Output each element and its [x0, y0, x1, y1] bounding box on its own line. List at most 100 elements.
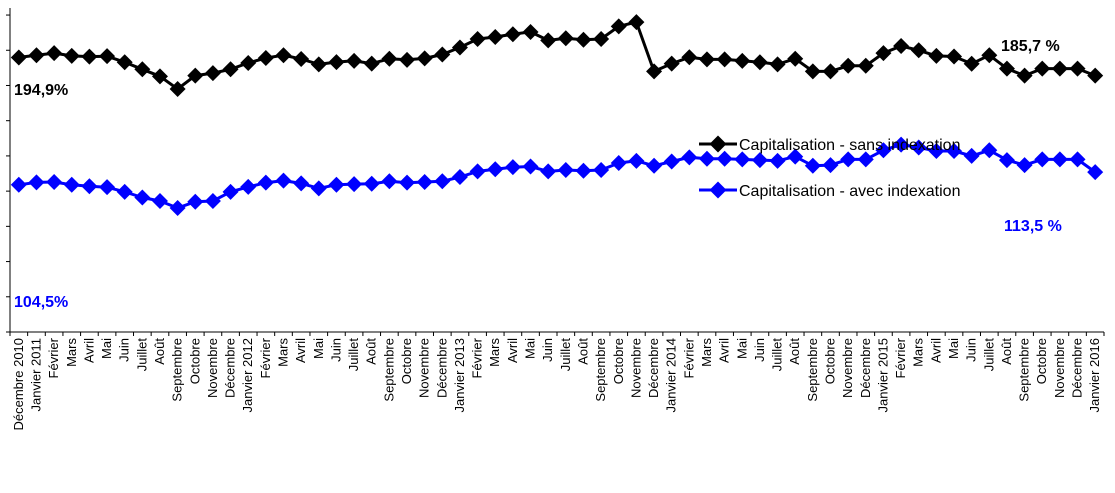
x-tick-label: Janvier 2015: [875, 338, 890, 412]
x-tick-label: Avril: [505, 338, 520, 363]
data-point: [487, 29, 504, 46]
data-point: [751, 152, 768, 169]
data-point: [46, 173, 63, 190]
legend-label-avec-indexation: Capitalisation - avec indexation: [739, 183, 960, 200]
data-point: [1087, 164, 1104, 181]
data-point: [504, 159, 521, 176]
data-point: [328, 176, 345, 193]
data-point: [293, 175, 310, 192]
data-point: [857, 151, 874, 168]
data-point: [610, 18, 627, 35]
x-tick-label: Mars: [64, 338, 79, 367]
data-point: [628, 14, 645, 31]
data-point: [81, 178, 98, 195]
legend: Capitalisation - sans indexation Capital…: [699, 135, 960, 200]
x-tick-label: Mars: [276, 338, 291, 367]
data-point: [787, 50, 804, 67]
data-point: [593, 162, 610, 178]
data-point: [946, 142, 963, 159]
data-point: [451, 169, 468, 186]
x-tick-label: Juillet: [558, 338, 573, 372]
data-point: [240, 178, 257, 195]
data-point: [504, 26, 521, 43]
x-tick-label: Juin: [964, 338, 979, 362]
annotations: 194,9% 185,7 % 104,5% 113,5 %: [14, 38, 1062, 311]
x-tick-label: Juin: [117, 338, 132, 362]
data-point: [63, 176, 80, 193]
data-point: [963, 55, 980, 72]
x-tick-labels: Décembre 2010 Janvier 2011 Février Mars Avri…: [11, 337, 1102, 430]
x-tick-label: Novembre: [1052, 338, 1067, 398]
x-tick-label: Décembre: [858, 338, 873, 398]
data-point: [928, 142, 945, 159]
data-point: [998, 152, 1015, 169]
data-point: [28, 174, 45, 191]
x-tick-label: Janvier 2012: [240, 338, 255, 412]
data-point: [928, 47, 945, 64]
data-point: [575, 162, 592, 179]
x-tick-label: Novembre: [205, 338, 220, 398]
data-point: [151, 192, 168, 209]
data-point: [593, 30, 610, 47]
data-point: [10, 49, 27, 66]
data-point: [434, 46, 451, 63]
legend-entry-sans-indexation: Capitalisation - sans indexation: [699, 135, 960, 154]
data-point: [840, 151, 857, 168]
data-point: [663, 153, 680, 170]
data-point: [187, 193, 204, 210]
annotation-avec-start: 104,5%: [14, 294, 68, 311]
data-point: [399, 51, 416, 68]
x-tick-label: Novembre: [840, 338, 855, 398]
x-tick-label: Février: [470, 337, 485, 378]
data-point: [946, 48, 963, 65]
x-tick-label: Septembre: [1017, 338, 1032, 402]
data-point: [28, 47, 45, 64]
data-point: [381, 173, 398, 190]
x-tick-label: Août: [575, 338, 590, 365]
data-point: [1051, 60, 1068, 77]
data-point: [257, 50, 274, 67]
data-point: [1087, 67, 1104, 84]
data-point: [804, 63, 821, 80]
x-tick-label: Mai: [734, 338, 749, 359]
x-tick-label: Octobre: [187, 338, 202, 384]
data-point: [187, 67, 204, 84]
x-tick-label: Septembre: [381, 338, 396, 402]
data-point: [716, 51, 733, 68]
data-point: [399, 174, 416, 191]
data-point: [804, 157, 821, 174]
data-point: [1016, 157, 1033, 174]
data-point: [469, 30, 486, 47]
data-point: [910, 42, 927, 59]
data-point: [998, 60, 1015, 77]
data-point: [646, 63, 663, 80]
x-tick-label: Juin: [540, 338, 555, 362]
data-point: [434, 173, 451, 190]
data-point: [751, 54, 768, 71]
data-point: [610, 154, 627, 171]
data-point: [716, 150, 733, 167]
x-tick-label: Février: [46, 337, 61, 378]
x-tick-label: Juillet: [346, 338, 361, 372]
x-tick-label: Septembre: [593, 338, 608, 402]
data-point: [893, 38, 910, 55]
data-point: [734, 52, 751, 69]
data-point: [46, 45, 63, 62]
x-tick-label: Avril: [717, 338, 732, 363]
data-point: [99, 48, 116, 65]
x-tick-label: Août: [152, 338, 167, 365]
data-point: [346, 52, 363, 69]
data-point: [293, 50, 310, 67]
data-point: [557, 30, 574, 47]
x-tick-label: Mai: [523, 338, 538, 359]
data-point: [275, 172, 292, 189]
x-tick-label: Juin: [328, 338, 343, 362]
data-point: [451, 39, 468, 56]
x-tick-label: Avril: [293, 338, 308, 363]
data-point: [240, 54, 257, 71]
x-tick-label: Février: [681, 337, 696, 378]
data-point: [628, 152, 645, 169]
data-point: [981, 47, 998, 64]
data-point: [222, 61, 239, 78]
